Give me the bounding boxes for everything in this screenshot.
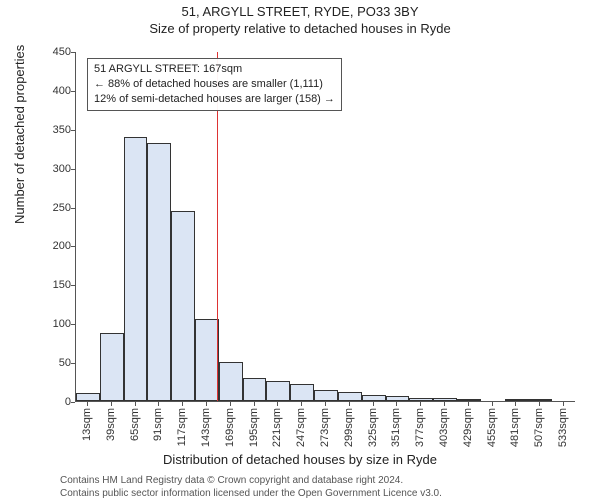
footer-line-1: Contains HM Land Registry data © Crown c… [60, 475, 442, 488]
x-tick-label: 403sqm [438, 408, 450, 447]
x-tick-mark [444, 402, 445, 406]
y-tick-mark [71, 402, 75, 403]
x-tick-label: 169sqm [224, 408, 236, 447]
histogram-bar [290, 384, 314, 401]
histogram-bar [124, 137, 148, 401]
y-tick-label: 300 [41, 163, 71, 175]
x-tick-mark [111, 402, 112, 406]
x-tick-label: 39sqm [105, 408, 117, 441]
x-tick-mark [396, 402, 397, 406]
x-tick-label: 143sqm [200, 408, 212, 447]
x-tick-mark [277, 402, 278, 406]
y-tick-label: 400 [41, 85, 71, 97]
histogram-bar [457, 399, 481, 401]
x-tick-mark [492, 402, 493, 406]
histogram-bar [76, 393, 100, 401]
y-tick-label: 0 [41, 396, 71, 408]
y-tick-mark [71, 324, 75, 325]
histogram-bar [219, 362, 243, 401]
x-tick-label: 533sqm [557, 408, 569, 447]
histogram-bar [505, 399, 529, 401]
x-tick-label: 325sqm [367, 408, 379, 447]
y-tick-label: 250 [41, 202, 71, 214]
x-tick-label: 91sqm [152, 408, 164, 441]
histogram-bar [243, 378, 267, 401]
annotation-line-2: ← 88% of detached houses are smaller (1,… [94, 77, 335, 92]
y-tick-mark [71, 91, 75, 92]
x-tick-mark [182, 402, 183, 406]
x-tick-mark [515, 402, 516, 406]
histogram-bar [362, 395, 386, 401]
x-tick-mark [373, 402, 374, 406]
y-tick-label: 100 [41, 318, 71, 330]
chart-title-sub: Size of property relative to detached ho… [0, 21, 600, 36]
y-tick-label: 450 [41, 46, 71, 58]
x-tick-label: 507sqm [533, 408, 545, 447]
x-tick-label: 221sqm [271, 408, 283, 447]
annotation-line-1: 51 ARGYLL STREET: 167sqm [94, 62, 335, 77]
x-tick-mark [539, 402, 540, 406]
y-tick-mark [71, 130, 75, 131]
x-tick-mark [254, 402, 255, 406]
y-tick-mark [71, 246, 75, 247]
y-tick-label: 350 [41, 124, 71, 136]
x-tick-mark [563, 402, 564, 406]
chart-title-main: 51, ARGYLL STREET, RYDE, PO33 3BY [0, 4, 600, 19]
histogram-bar [386, 396, 410, 401]
x-tick-mark [230, 402, 231, 406]
y-tick-mark [71, 52, 75, 53]
x-tick-label: 429sqm [462, 408, 474, 447]
x-tick-label: 65sqm [129, 408, 141, 441]
histogram-bar [409, 398, 433, 401]
x-tick-mark [349, 402, 350, 406]
y-tick-label: 150 [41, 279, 71, 291]
y-tick-label: 200 [41, 240, 71, 252]
histogram-bar [528, 399, 552, 401]
y-axis-label: Number of detached properties [12, 45, 27, 224]
x-tick-label: 117sqm [176, 408, 188, 446]
annotation-box: 51 ARGYLL STREET: 167sqm ← 88% of detach… [87, 58, 342, 111]
histogram-bar [147, 143, 171, 401]
y-tick-mark [71, 285, 75, 286]
x-axis-label: Distribution of detached houses by size … [0, 452, 600, 467]
x-tick-label: 351sqm [390, 408, 402, 447]
chart-area: 51 ARGYLL STREET: 167sqm ← 88% of detach… [75, 52, 575, 402]
x-tick-mark [325, 402, 326, 406]
histogram-bar [433, 398, 457, 401]
x-tick-label: 299sqm [343, 408, 355, 447]
histogram-bar [266, 381, 290, 401]
x-tick-label: 13sqm [81, 408, 93, 441]
x-tick-label: 481sqm [509, 408, 521, 447]
x-tick-label: 273sqm [319, 408, 331, 447]
histogram-bar [171, 211, 195, 401]
y-tick-label: 50 [41, 357, 71, 369]
x-tick-label: 247sqm [295, 408, 307, 447]
histogram-bar [338, 392, 362, 401]
x-tick-label: 377sqm [414, 408, 426, 447]
x-tick-label: 455sqm [486, 408, 498, 447]
x-tick-mark [158, 402, 159, 406]
x-tick-mark [206, 402, 207, 406]
x-tick-mark [301, 402, 302, 406]
histogram-bar [314, 390, 338, 401]
y-tick-mark [71, 208, 75, 209]
y-tick-mark [71, 169, 75, 170]
x-tick-mark [468, 402, 469, 406]
x-tick-mark [87, 402, 88, 406]
x-tick-mark [420, 402, 421, 406]
x-tick-mark [135, 402, 136, 406]
y-tick-mark [71, 363, 75, 364]
x-tick-label: 195sqm [248, 408, 260, 447]
histogram-bar [195, 319, 219, 401]
attribution-footer: Contains HM Land Registry data © Crown c… [60, 475, 442, 500]
footer-line-2: Contains public sector information licen… [60, 488, 442, 501]
histogram-bar [100, 333, 124, 401]
annotation-line-3: 12% of semi-detached houses are larger (… [94, 92, 335, 107]
